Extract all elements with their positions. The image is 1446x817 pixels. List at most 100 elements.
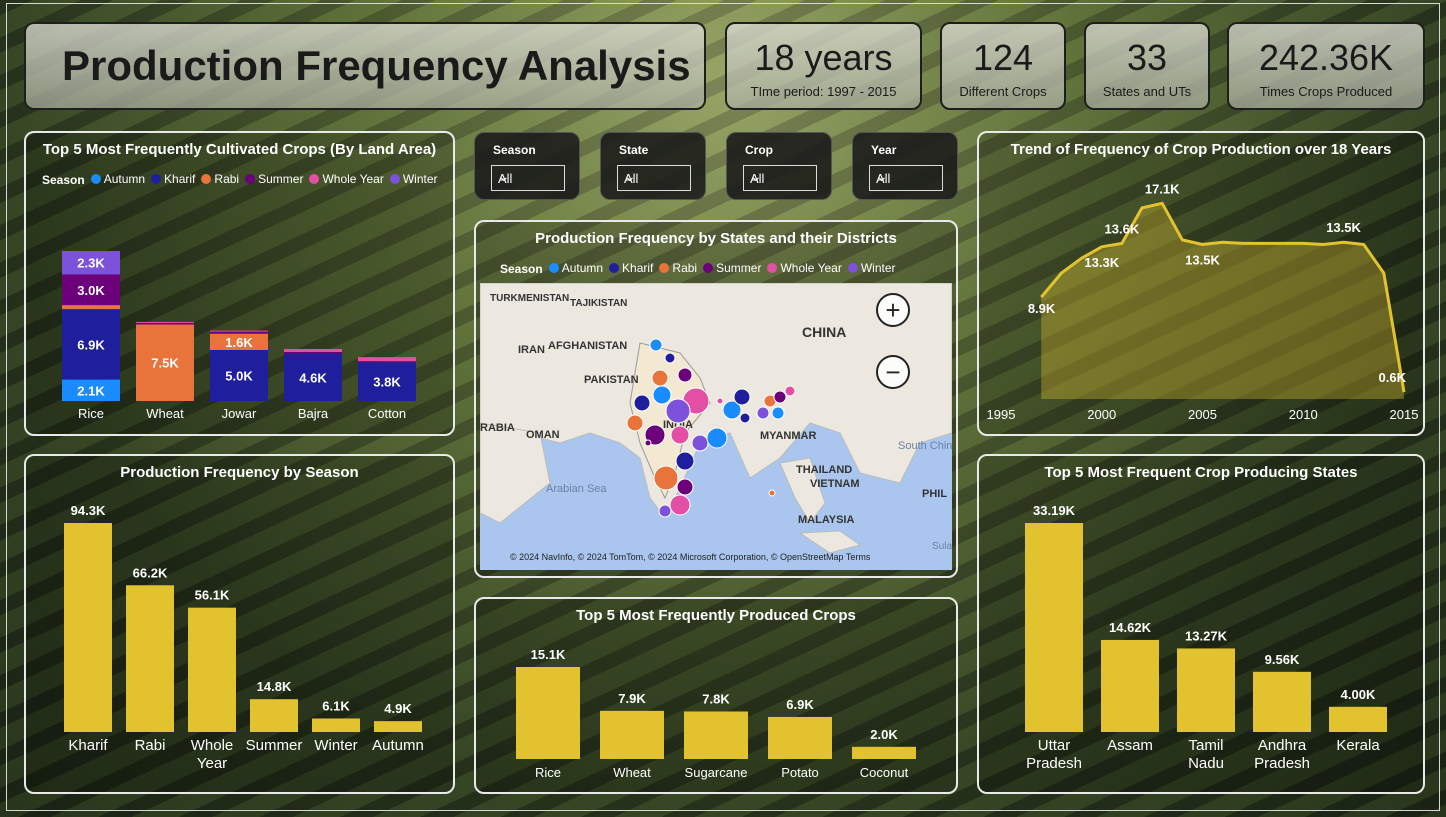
bar-segment [136, 321, 194, 323]
data-label: 4.00K [1341, 687, 1376, 702]
chevron-down-icon: ⌄ [498, 168, 510, 184]
season-legend: Season Autumn Kharif Rabi Summer Whole Year Wi… [42, 172, 444, 187]
bar [1253, 671, 1311, 732]
bar-segment [358, 361, 416, 363]
kpi-value: 33 [1126, 37, 1168, 78]
category-label: Coconut [860, 765, 909, 780]
bar [1177, 648, 1235, 732]
legend-dot-icon [609, 263, 620, 273]
legend-item[interactable]: Summer [703, 261, 761, 275]
filter-year[interactable]: Year All ⌄ [852, 132, 958, 200]
bar-segment [210, 331, 268, 334]
data-label: 1.6K [225, 335, 253, 350]
filter-dropdown-year[interactable]: All ⌄ [869, 165, 943, 191]
category-label: Wheat [146, 406, 184, 421]
legend-item[interactable]: Summer [245, 172, 303, 186]
filter-season[interactable]: Season All ⌄ [474, 132, 580, 200]
map-label: AFGHANISTAN [548, 340, 627, 352]
legend-item[interactable]: Whole Year [767, 261, 842, 275]
map-label: VIETNAM [810, 478, 860, 490]
legend-label: Whole Year [322, 172, 384, 186]
map-label: RABIA [480, 422, 515, 434]
bar [64, 523, 112, 732]
category-label: Uttar [1038, 737, 1071, 754]
filter-dropdown-state[interactable]: All ⌄ [617, 165, 691, 191]
kpi-value: 242.36K [1258, 37, 1394, 78]
legend-item[interactable]: Kharif [151, 172, 195, 186]
bar [250, 699, 298, 732]
data-label: 66.2K [133, 565, 168, 580]
legend-dot-icon [309, 174, 320, 184]
map-label: Arabian Sea [546, 483, 607, 495]
category-label: Pradesh [1254, 755, 1310, 772]
map-label: MYANMAR [760, 430, 816, 442]
filter-state[interactable]: State All ⌄ [600, 132, 706, 200]
legend-item[interactable]: Winter [389, 172, 438, 186]
legend-item[interactable]: Whole Year [309, 172, 384, 186]
category-label: Assam [1107, 737, 1153, 754]
bar [374, 721, 422, 732]
chevron-down-icon: ⌄ [876, 168, 888, 184]
zoom-in-button[interactable]: + [876, 293, 910, 327]
legend-item[interactable]: Winter [847, 261, 896, 275]
legend-item[interactable]: Autumn [90, 172, 145, 186]
legend-label: Winter [860, 261, 896, 275]
map-label: THAILAND [796, 464, 852, 476]
panel-trend: Trend of Frequency of Crop Production ov… [977, 131, 1425, 436]
legend-item[interactable]: Autumn [548, 261, 603, 275]
map-bubble [771, 406, 785, 420]
map-bubble [739, 412, 751, 424]
map-bubble [677, 367, 693, 383]
bar-chart-states: 33.19KUttarPradesh14.62KAssam13.27KTamil… [1025, 503, 1387, 772]
map-bubble [676, 478, 694, 496]
legend-item[interactable]: Kharif [609, 261, 653, 275]
bar [852, 746, 916, 759]
kpi-time-period: 18 years TIme period: 1997 - 2015 [725, 22, 922, 110]
category-label: Tamil [1188, 737, 1223, 754]
bar-segment [136, 324, 194, 401]
filter-value: All [624, 171, 639, 186]
legend-dot-icon [548, 263, 559, 273]
map-canvas[interactable]: TURKMENISTAN TAJIKISTAN CHINA IRAN AFGHANIST… [480, 283, 952, 570]
panel-title: Top 5 Most Frequent Crop Producing State… [1044, 464, 1358, 481]
bar-segment [62, 305, 120, 310]
filter-value: All [876, 171, 891, 186]
panel-title: Top 5 Most Frequently Produced Crops [576, 607, 856, 624]
legend-item[interactable]: Rabi [201, 172, 239, 186]
filter-dropdown-season[interactable]: All ⌄ [491, 165, 565, 191]
kpi-label: TIme period: 1997 - 2015 [750, 84, 897, 99]
zoom-out-button[interactable]: − [876, 355, 910, 389]
filter-crop[interactable]: Crop All ⌄ [726, 132, 832, 200]
category-label: Whole [191, 737, 234, 754]
category-label: Rice [78, 406, 104, 421]
map-label: PHIL [922, 488, 947, 500]
map-bubble [669, 494, 691, 516]
map-view[interactable]: TURKMENISTAN TAJIKISTAN CHINA IRAN AFGHANIST… [480, 283, 952, 570]
bar-segment [358, 362, 416, 401]
category-label: Jowar [222, 406, 257, 421]
map-bubble [644, 424, 666, 446]
tick-label: 2000 [1087, 407, 1116, 422]
bar-segment [358, 357, 416, 362]
category-label: Wheat [613, 765, 651, 780]
panel-crops: Top 5 Most Frequently Produced Crops 15.… [474, 597, 958, 794]
bar [600, 710, 664, 759]
map-label: MALAYSIA [798, 514, 854, 526]
bar [768, 716, 832, 759]
filter-label: Year [871, 143, 897, 157]
data-label: 13.27K [1185, 628, 1228, 643]
legend-item[interactable]: Rabi [659, 261, 697, 275]
land-malaysia [798, 530, 862, 554]
panel-season: Production Frequency by Season 94.3K Khar… [24, 454, 455, 794]
filter-dropdown-crop[interactable]: All ⌄ [743, 165, 817, 191]
map-copyright[interactable]: © 2024 NavInfo, © 2024 TomTom, © 2024 Mi… [510, 552, 871, 562]
data-label: 4.6K [299, 371, 327, 386]
legend-dot-icon [201, 174, 212, 184]
category-label: Sugarcane [685, 765, 748, 780]
map-bubble [768, 489, 776, 497]
bar-segment [284, 348, 342, 353]
category-label: Cotton [368, 406, 406, 421]
legend-label: Summer [716, 261, 762, 275]
map-bubble [652, 385, 672, 405]
data-label: 17.1K [1145, 181, 1180, 196]
